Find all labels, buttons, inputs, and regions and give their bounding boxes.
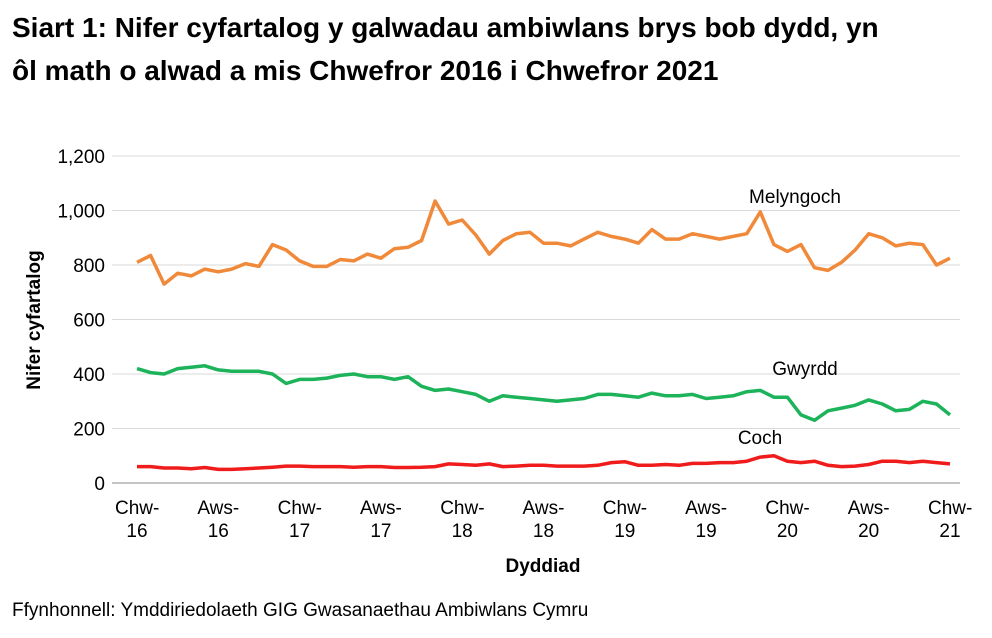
x-tick-label: Aws-18	[522, 498, 565, 542]
series-label: Coch	[738, 428, 782, 449]
line-series	[136, 364, 952, 423]
x-tick-label: Chw-19	[602, 498, 648, 542]
y-tick-label: 200	[73, 420, 105, 441]
line-series	[137, 454, 951, 472]
y-axis-label: Nifer cyfartalog	[24, 250, 45, 389]
x-tick-label: Aws-17	[359, 498, 402, 542]
source-note: Ffynhonnell: Ymddiriedolaeth GIG Gwasana…	[12, 600, 589, 621]
x-tick-label: Aws-16	[197, 498, 240, 542]
line-series	[136, 199, 951, 286]
y-tick-label: 0	[94, 474, 105, 495]
y-tick-label: 400	[73, 365, 105, 386]
x-tick-label: Chw-17	[277, 498, 322, 542]
chart-title: Siart 1: Nifer cyfartalog y galwadau amb…	[12, 12, 879, 86]
y-tick-label: 600	[73, 311, 105, 332]
y-tick-label: 800	[73, 256, 105, 277]
y-tick-label: 1,200	[57, 147, 105, 168]
x-tick-label: Aws-20	[847, 498, 890, 542]
series-label: Gwyrdd	[772, 359, 837, 380]
y-tick-label: 1,000	[57, 202, 105, 223]
x-tick-label: Chw-18	[440, 498, 485, 542]
series-label: Melyngoch	[749, 187, 841, 208]
x-axis-label: Dyddiad	[506, 556, 581, 577]
x-tick-label: Aws-19	[685, 498, 728, 542]
x-tick-label: Chw-20	[765, 498, 810, 542]
x-tick-label: Chw-16	[115, 498, 160, 542]
x-tick-label: Chw-21	[928, 498, 973, 542]
